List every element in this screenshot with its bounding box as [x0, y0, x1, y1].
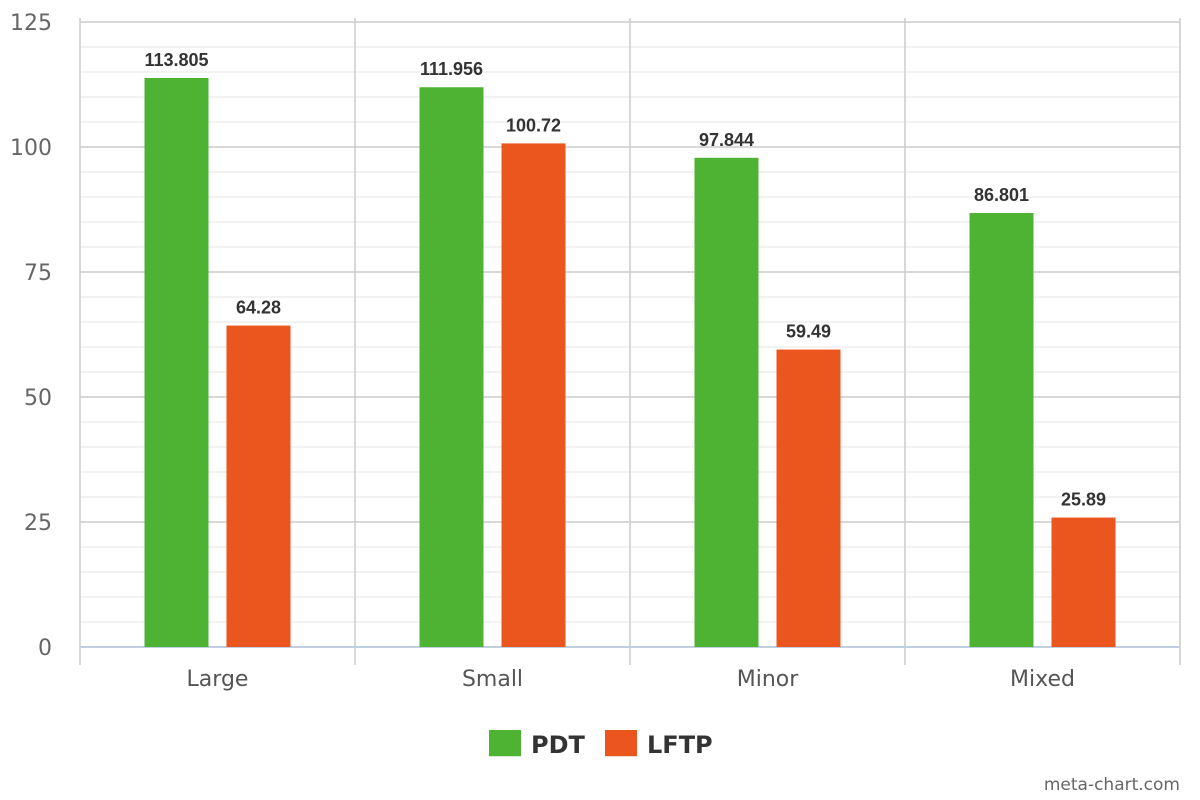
bar-pdt-large [144, 77, 209, 648]
data-label: 111.956 [420, 59, 483, 79]
legend-swatch-lftp [605, 730, 637, 757]
data-labels: 113.805 64.28 111.956 100.72 97.844 59.49 86.8… [144, 50, 1106, 510]
y-axis-tick-labels: 0 25 50 75 100 125 [10, 11, 52, 661]
data-label: 64.28 [236, 298, 281, 318]
data-label: 100.72 [506, 115, 561, 135]
legend-label-lftp: LFTP [647, 731, 713, 759]
data-label: 113.805 [144, 50, 208, 70]
bar-pdt-mixed [969, 212, 1034, 647]
bar-pdt-minor [694, 157, 759, 647]
x-axis-category-labels: Large Small Minor Mixed [187, 667, 1075, 692]
data-label: 25.89 [1061, 490, 1106, 510]
x-category-label: Small [462, 667, 523, 692]
data-label: 86.801 [974, 185, 1029, 205]
y-tick-label: 0 [38, 636, 52, 661]
y-tick-label: 75 [24, 261, 52, 286]
legend-label-pdt: PDT [531, 731, 586, 759]
bars [144, 77, 1116, 648]
x-category-label: Mixed [1010, 667, 1075, 692]
bar-lftp-large [226, 325, 291, 647]
data-label: 97.844 [699, 130, 754, 150]
bar-lftp-mixed [1051, 517, 1116, 647]
y-tick-label: 50 [24, 386, 52, 411]
bar-lftp-small [501, 143, 566, 647]
legend: PDT LFTP [489, 730, 713, 759]
bar-pdt-small [419, 87, 484, 648]
x-category-label: Minor [737, 667, 799, 692]
y-tick-label: 100 [10, 136, 52, 161]
credit-text: meta-chart.com [1044, 775, 1180, 795]
bar-lftp-minor [776, 349, 841, 647]
y-tick-label: 25 [24, 511, 52, 536]
data-label: 59.49 [786, 322, 831, 342]
legend-swatch-pdt [489, 730, 521, 757]
x-category-label: Large [187, 667, 249, 692]
category-dividers [79, 18, 1181, 665]
y-tick-label: 125 [10, 11, 52, 36]
